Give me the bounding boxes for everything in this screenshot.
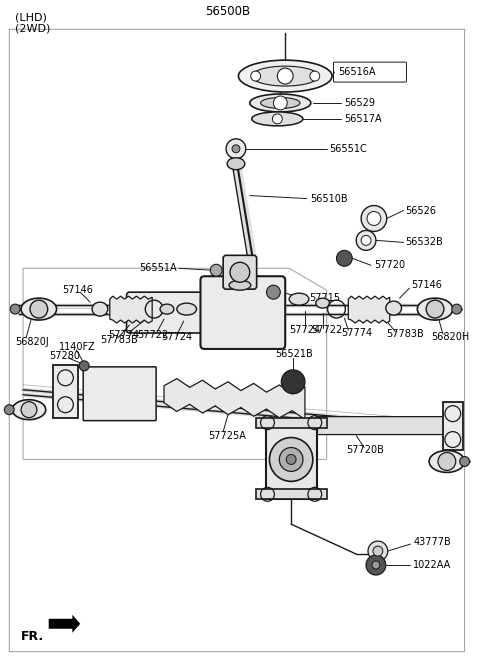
Circle shape [277,68,293,84]
Text: 57774: 57774 [341,328,372,338]
Text: 56551A: 56551A [139,263,177,273]
Circle shape [232,145,240,153]
Circle shape [372,561,380,569]
Text: 1140FZ: 1140FZ [59,342,96,352]
FancyBboxPatch shape [316,417,446,434]
Circle shape [356,231,376,250]
Text: 57720: 57720 [374,260,405,270]
Circle shape [226,139,246,159]
Polygon shape [110,296,152,323]
Ellipse shape [177,303,196,315]
Circle shape [373,546,383,556]
Ellipse shape [429,450,465,472]
Circle shape [286,454,296,464]
Circle shape [452,304,462,314]
Text: 56820J: 56820J [15,337,49,347]
Polygon shape [48,615,80,632]
Circle shape [438,452,456,470]
Text: 56820H: 56820H [431,332,469,342]
Ellipse shape [250,94,311,112]
Circle shape [310,71,320,81]
Text: 57783B: 57783B [100,335,138,345]
Ellipse shape [227,158,245,170]
Circle shape [361,235,371,245]
Circle shape [366,555,386,575]
Ellipse shape [229,280,251,290]
Ellipse shape [92,302,108,316]
Text: 57725A: 57725A [208,430,246,441]
Text: 43777B: 43777B [413,537,451,547]
Text: 57146: 57146 [62,285,94,295]
Text: 56521B: 56521B [276,349,313,359]
FancyBboxPatch shape [83,367,156,421]
Circle shape [367,211,381,225]
Text: 57280: 57280 [48,351,80,361]
Circle shape [273,114,282,124]
Ellipse shape [252,66,319,86]
Circle shape [230,262,250,282]
FancyBboxPatch shape [127,292,211,333]
Polygon shape [164,378,305,420]
Circle shape [368,541,388,561]
Text: 57722: 57722 [311,325,342,335]
Ellipse shape [316,298,330,308]
Polygon shape [348,296,390,323]
Circle shape [10,304,20,314]
Text: 57720B: 57720B [347,444,384,454]
Polygon shape [256,489,326,499]
Text: (LHD): (LHD) [15,13,47,23]
Circle shape [210,264,222,276]
Circle shape [4,405,14,415]
Text: 57783B: 57783B [386,329,423,339]
Circle shape [30,300,48,318]
Text: 56516A: 56516A [338,67,376,77]
Ellipse shape [417,298,453,320]
Text: 56517A: 56517A [344,114,382,124]
Ellipse shape [289,293,309,305]
Text: 56526: 56526 [406,205,436,215]
FancyBboxPatch shape [223,255,257,289]
Ellipse shape [21,298,57,320]
Circle shape [79,361,89,371]
Text: 1022AA: 1022AA [413,560,452,570]
Circle shape [274,96,287,110]
Ellipse shape [252,112,303,126]
Circle shape [336,250,352,266]
Text: FR.: FR. [21,630,44,643]
Circle shape [426,300,444,318]
Text: 57722: 57722 [137,330,168,340]
Circle shape [269,438,313,481]
Text: 57774: 57774 [108,330,139,340]
Ellipse shape [386,301,402,315]
Text: 57146: 57146 [411,280,442,290]
Text: 57715: 57715 [309,293,340,303]
Circle shape [21,402,37,418]
Ellipse shape [239,60,332,92]
Text: 56500B: 56500B [205,5,251,18]
Circle shape [361,205,387,231]
Text: 56529: 56529 [344,98,375,108]
Circle shape [266,285,280,299]
Ellipse shape [261,98,300,108]
Ellipse shape [12,400,46,420]
Ellipse shape [160,304,174,314]
Circle shape [279,448,303,471]
Polygon shape [265,420,317,499]
Text: 56510B: 56510B [310,194,348,203]
Circle shape [281,370,305,394]
Text: 56532B: 56532B [406,237,443,247]
Polygon shape [53,365,78,418]
Circle shape [251,71,261,81]
Text: 57724: 57724 [289,325,320,335]
Circle shape [460,456,469,466]
Text: 57724: 57724 [161,332,192,342]
FancyBboxPatch shape [201,276,285,349]
Text: 56551C: 56551C [330,144,367,154]
Polygon shape [443,402,463,450]
Text: (2WD): (2WD) [15,23,50,33]
Polygon shape [256,418,326,428]
